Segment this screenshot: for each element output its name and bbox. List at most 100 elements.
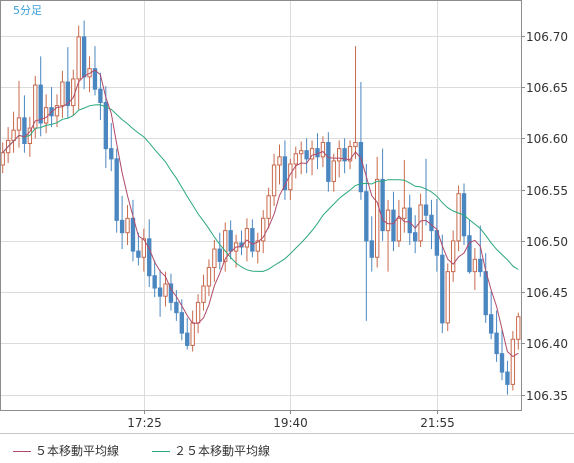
candle-body	[141, 238, 147, 258]
candle	[114, 148, 119, 233]
candle-body	[326, 141, 331, 182]
candle	[293, 146, 298, 179]
candle	[65, 47, 71, 118]
y-tick-label: 106.55	[526, 184, 568, 198]
candle	[516, 312, 521, 350]
candle-body	[282, 156, 288, 191]
y-tick-label: 106.45	[526, 286, 568, 300]
candle	[255, 232, 260, 264]
candle	[440, 234, 445, 334]
candle-body	[320, 141, 326, 158]
candle-body	[228, 230, 233, 252]
candle	[342, 138, 347, 174]
y-tick-label: 106.50	[526, 235, 568, 249]
candle-body	[374, 178, 380, 258]
candle-body	[483, 271, 488, 316]
candle	[185, 317, 190, 350]
y-tick-label: 106.40	[526, 337, 568, 351]
candle	[54, 94, 60, 128]
candle	[168, 273, 174, 311]
candle-body	[76, 36, 81, 80]
candle-body	[385, 209, 391, 232]
candle	[277, 144, 282, 185]
candle-body	[467, 235, 472, 273]
candle	[391, 191, 396, 252]
candle	[81, 20, 87, 90]
candle	[212, 239, 217, 282]
candle-body	[472, 258, 478, 273]
candle-body	[109, 148, 114, 160]
candle-body	[369, 240, 374, 258]
candle-body	[266, 195, 271, 219]
candle	[0, 142, 5, 174]
candle-body	[277, 156, 282, 166]
candle-body	[157, 287, 163, 297]
y-tick-label: 106.35	[526, 389, 568, 403]
y-tick-label: 106.65	[526, 81, 568, 95]
legend-item-ma25: ２５本移動平均線	[152, 442, 270, 459]
ma25-line	[2, 104, 519, 272]
candle	[456, 185, 461, 252]
ma5-line	[2, 69, 519, 358]
candle	[152, 260, 157, 298]
y-axis: 106.70 106.65 106.60 106.55 106.50 106.45 106.…	[521, 30, 568, 403]
candle-body	[125, 217, 130, 234]
y-tick-label: 106.60	[526, 132, 568, 146]
candle	[38, 56, 43, 137]
candle-body	[271, 164, 277, 197]
candle-body	[185, 332, 190, 346]
candle-body	[510, 338, 516, 385]
candle-body	[337, 148, 342, 162]
candle	[109, 123, 114, 172]
x-tick-label: 21:55	[420, 416, 455, 430]
candle	[141, 228, 147, 272]
candle-body	[304, 150, 309, 160]
candlestick-chart: 106.70 106.65 106.60 106.55 106.50 106.45 106.…	[0, 0, 568, 430]
candle-body	[16, 117, 22, 131]
candle	[374, 156, 380, 268]
candle	[16, 80, 22, 148]
candle	[347, 140, 353, 170]
candle-body	[71, 78, 76, 107]
candle	[364, 164, 369, 321]
x-axis: 17:25 19:40 21:55	[127, 410, 455, 430]
candle-body	[407, 207, 412, 234]
candle	[326, 132, 331, 192]
candle	[217, 232, 222, 270]
candle	[478, 225, 483, 277]
candle-body	[429, 214, 434, 232]
candle	[304, 138, 309, 174]
candle	[125, 205, 130, 245]
candle	[130, 199, 136, 262]
candle-body	[505, 371, 510, 385]
candle	[266, 187, 271, 229]
candle	[396, 199, 402, 248]
candle-body	[331, 160, 336, 182]
candle	[223, 222, 228, 272]
candle-body	[190, 322, 195, 346]
candle	[22, 95, 27, 153]
candle-body	[92, 68, 98, 90]
candle	[147, 219, 152, 287]
candle-body	[261, 217, 266, 242]
candle	[380, 148, 385, 241]
candle-body	[309, 148, 315, 160]
candle-body	[412, 232, 418, 242]
x-tick-label: 19:40	[273, 416, 308, 430]
candle	[119, 195, 125, 250]
candle-body	[391, 209, 396, 242]
legend-item-ma5: ５本移動平均線	[13, 442, 119, 459]
candle	[402, 159, 407, 233]
candle	[136, 232, 141, 266]
candle-body	[212, 248, 217, 269]
y-tick-label: 106.70	[526, 30, 568, 44]
candle-body	[347, 146, 353, 162]
candle-body	[54, 105, 60, 117]
candle-body	[250, 228, 255, 252]
candle	[228, 220, 233, 260]
candle	[472, 248, 478, 291]
candle-body	[445, 271, 450, 324]
candle-body	[103, 102, 109, 150]
candle	[309, 140, 315, 176]
candle-body	[98, 88, 103, 104]
